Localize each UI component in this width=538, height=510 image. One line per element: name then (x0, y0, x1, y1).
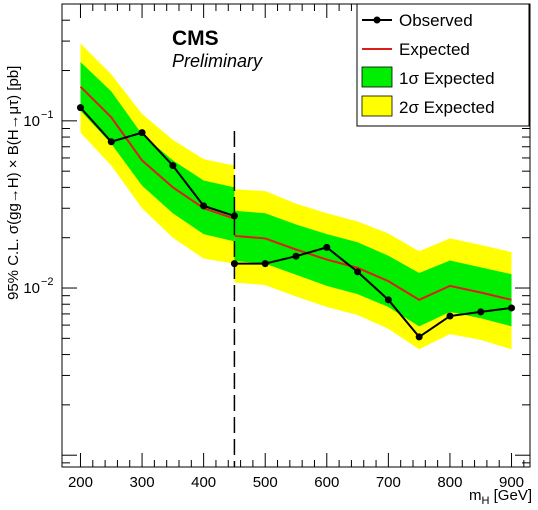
legend-band1-label: 1σ Expected (399, 69, 495, 88)
uncertainty-bands (80, 43, 512, 350)
y-tick-base: 10 (23, 113, 40, 130)
observed-point (261, 260, 269, 268)
x-tick-label: 400 (191, 474, 216, 491)
observed-series (76, 104, 516, 341)
legend-expected-label: Expected (399, 40, 470, 59)
observed-point (477, 308, 485, 316)
x-tick-label: 800 (437, 474, 462, 491)
observed-point (415, 333, 423, 341)
axis-ticks (62, 3, 530, 467)
preliminary-label: Preliminary (172, 51, 263, 71)
x-axis-title-sub: H (482, 495, 490, 507)
observed-point (230, 260, 238, 268)
y-tick-label: 10 (23, 280, 40, 297)
observed-point (138, 129, 146, 137)
y-axis-title: 95% C.L. σ(gg→H) × B(H→μτ) [pb] (5, 66, 22, 300)
observed-point (384, 296, 392, 304)
y-tick-exponent: −1 (41, 109, 54, 121)
observed-line-0 (79, 106, 235, 217)
legend: Observed Expected 1σ Expected 2σ Expecte… (356, 3, 530, 127)
x-axis-title-unit: [GeV] (489, 487, 532, 504)
plot-frame (61, 3, 531, 468)
legend-band2-label: 2σ Expected (399, 98, 495, 117)
observed-line-1 (234, 246, 512, 339)
legend-observed-label: Observed (399, 11, 473, 30)
y-tick-base: 10 (23, 280, 40, 297)
x-tick-label: 200 (68, 474, 93, 491)
band-1sigma-1 (234, 210, 512, 327)
x-tick-label: 900 (499, 474, 524, 491)
observed-point (323, 243, 331, 251)
y-tick-label: 10 (23, 113, 40, 130)
observed-point (292, 252, 300, 260)
legend-band1-swatch (361, 66, 393, 88)
legend-band2-swatch (361, 95, 393, 117)
x-tick-label: 500 (253, 474, 278, 491)
observed-point (107, 138, 115, 146)
x-tick-label: 300 (130, 474, 155, 491)
expected-line-1 (234, 234, 512, 301)
expected-series (79, 86, 512, 301)
observed-point (200, 202, 208, 210)
x-axis-title: mH [GeV] (469, 487, 532, 507)
observed-point (169, 162, 177, 170)
x-tick-label: 600 (314, 474, 339, 491)
x-tick-label: 700 (376, 474, 401, 491)
observed-point (446, 312, 454, 320)
observed-point (508, 304, 516, 312)
x-axis-title-main: m (469, 487, 482, 504)
expected-line-0 (79, 86, 235, 220)
y-tick-labels: 10−110−2 (23, 109, 53, 297)
observed-point (76, 104, 84, 112)
y-tick-exponent: −2 (41, 276, 54, 288)
cms-label: CMS (172, 27, 219, 50)
x-tick-labels: 200 300 400 500 600 700 800 900 (68, 474, 524, 491)
observed-point (354, 268, 362, 276)
legend-observed-marker (373, 16, 381, 24)
observed-point (230, 212, 238, 220)
